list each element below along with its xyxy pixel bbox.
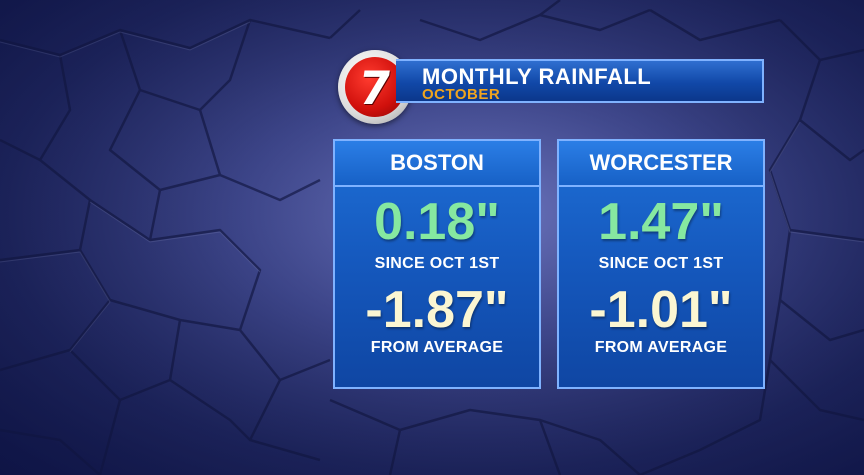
worcester-panel: WORCESTER 1.47" SINCE OCT 1ST -1.01" FRO…: [557, 139, 765, 389]
from-average-label: FROM AVERAGE: [370, 339, 504, 356]
page-subtitle: OCTOBER: [422, 86, 501, 103]
since-rainfall-label: SINCE OCT 1ST: [374, 255, 500, 272]
logo-number: 7: [355, 61, 395, 115]
since-rainfall-value: 1.47": [598, 193, 724, 251]
since-rainfall-label: SINCE OCT 1ST: [598, 255, 724, 272]
from-average-value: -1.87": [365, 281, 509, 339]
since-rainfall-value: 0.18": [374, 193, 500, 251]
boston-panel: BOSTON 0.18" SINCE OCT 1ST -1.87" FROM A…: [333, 139, 541, 389]
from-average-value: -1.01": [589, 281, 733, 339]
page-title: MONTHLY RAINFALL: [422, 64, 652, 89]
panel-city-name: WORCESTER: [559, 141, 763, 187]
logo-red-disc: 7: [345, 57, 405, 117]
title-banner: MONTHLY RAINFALL OCTOBER: [396, 59, 764, 103]
from-average-label: FROM AVERAGE: [594, 339, 728, 356]
panel-city-name: BOSTON: [335, 141, 539, 187]
